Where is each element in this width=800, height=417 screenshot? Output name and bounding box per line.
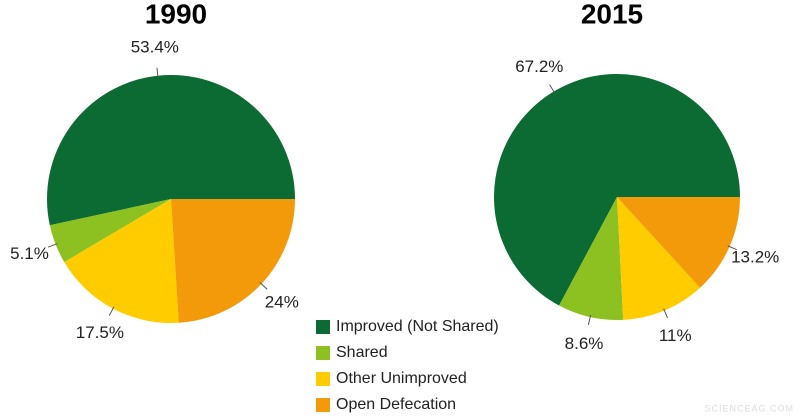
pie-slice (559, 197, 624, 320)
data-label: 67.2% (515, 57, 563, 76)
pie-slice (617, 197, 701, 320)
data-label: 13.2% (731, 247, 779, 266)
legend-swatch (316, 320, 330, 334)
pie-slice (64, 199, 179, 324)
data-label: 24% (265, 293, 299, 312)
pie-slice (46, 74, 295, 226)
label-leader (727, 245, 738, 251)
pie-slice (49, 199, 171, 263)
label-leader (47, 243, 58, 248)
data-label: 11% (659, 326, 692, 345)
label-leader (663, 308, 668, 319)
legend-label: Improved (Not Shared) (336, 318, 499, 335)
label-leader (549, 84, 556, 94)
data-label: 5.1% (10, 244, 49, 263)
pie-slice (171, 199, 295, 323)
label-leader (156, 67, 159, 78)
legend-label: Other Unimproved (336, 370, 467, 387)
data-label: 17.5% (76, 323, 124, 342)
chart-title: 2015 (581, 0, 643, 29)
data-label: 53.4% (131, 37, 179, 56)
data-label: 8.6% (565, 334, 604, 353)
chart-title: 1990 (145, 0, 207, 29)
watermark: SCIENCEAG.COM (704, 403, 794, 413)
label-leader (259, 282, 268, 290)
legend-label: Open Defecation (336, 396, 456, 413)
pie-slice (617, 197, 740, 288)
label-leader (587, 314, 592, 325)
legend-swatch (316, 398, 330, 412)
label-leader (108, 306, 115, 316)
pie-slice (494, 74, 740, 306)
legend-swatch (316, 346, 330, 360)
legend-swatch (316, 372, 330, 386)
legend-label: Shared (336, 344, 388, 361)
